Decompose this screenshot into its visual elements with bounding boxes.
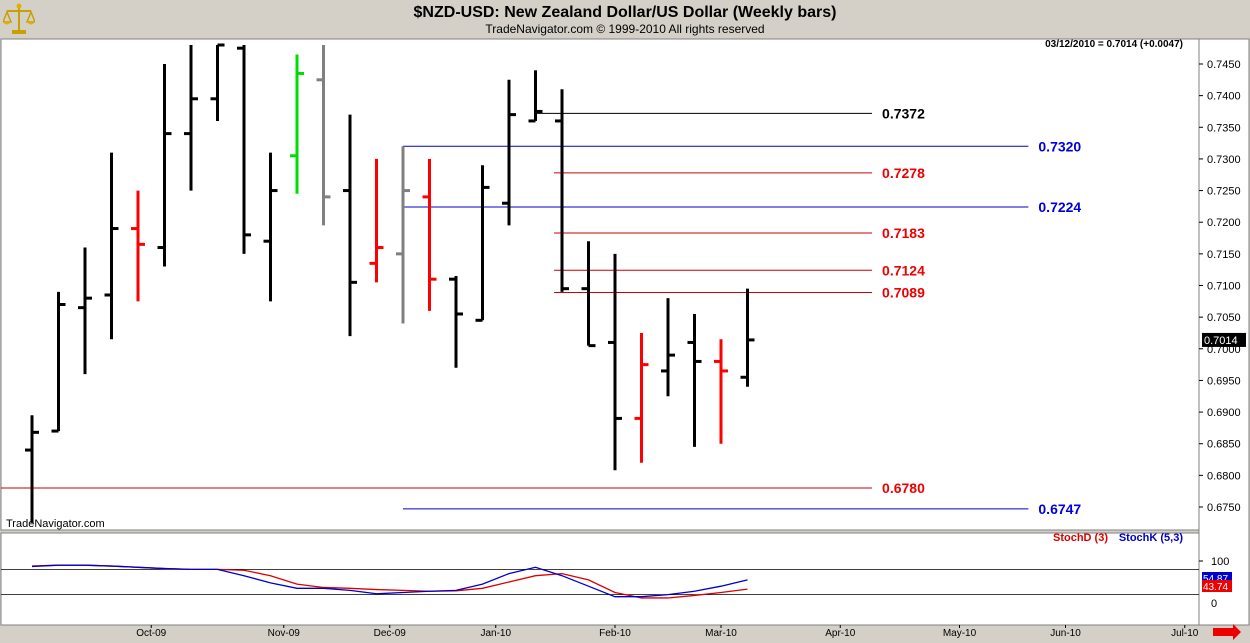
- level-label: 0.7320: [1038, 138, 1081, 154]
- ohlc-bar: [422, 158, 437, 311]
- level-label: 0.6747: [1038, 501, 1081, 517]
- level-label: 0.7372: [882, 105, 925, 121]
- x-tick-label: Mar-10: [705, 628, 737, 639]
- x-tick-label: Dec-09: [374, 628, 407, 639]
- stochk-value-label: 54.87: [1203, 574, 1228, 585]
- ohlc-bar: [104, 152, 119, 340]
- x-tick-label: Jul-10: [1171, 628, 1199, 639]
- ohlc-bar: [263, 152, 278, 302]
- ohlc-bar: [210, 43, 225, 121]
- ohlc-bar: [528, 70, 543, 123]
- ohlc-bar: [131, 190, 145, 302]
- oscillator-panel: [0, 532, 1200, 626]
- ohlc-bar: [475, 165, 490, 322]
- y-tick-label: 0.7350: [1207, 122, 1241, 134]
- level-label: 0.7124: [882, 262, 925, 278]
- ohlc-bar: [237, 45, 251, 254]
- y-tick-label: 0.7050: [1207, 312, 1241, 324]
- level-label: 0.6780: [882, 480, 925, 496]
- y-tick-label: 0.7450: [1207, 59, 1241, 71]
- ohlc-bar: [25, 415, 39, 523]
- ohlc-bar: [51, 291, 66, 433]
- stochd-value-label: 43.74: [1203, 582, 1228, 593]
- x-tick-label: Oct-09: [136, 628, 166, 639]
- ohlc-bar: [687, 313, 702, 447]
- x-tick-label: May-10: [943, 628, 977, 639]
- stochd-value-box: [1202, 580, 1232, 592]
- y-tick-label: 0.6750: [1207, 502, 1241, 514]
- ohlc-bar: [157, 63, 172, 267]
- ohlc-bar: [634, 332, 649, 463]
- ohlc-bar: [661, 298, 675, 397]
- last-price-label: 0.7014: [1204, 335, 1238, 347]
- ohlc-bar: [184, 45, 198, 191]
- legend-stochk: StochK (5,3): [1119, 532, 1184, 544]
- level-label: 0.7278: [882, 165, 925, 181]
- y-tick-label: 0.7200: [1207, 217, 1241, 229]
- ohlc-bar: [343, 114, 357, 337]
- x-tick-label: Feb-10: [599, 628, 631, 639]
- chart-subtitle: TradeNavigator.com © 1999-2010 All right…: [485, 22, 765, 36]
- y-tick-label: 0.6900: [1207, 407, 1241, 419]
- level-label: 0.7183: [882, 225, 925, 241]
- x-tick-label: Jan-10: [480, 628, 511, 639]
- ohlc-bar: [449, 276, 463, 368]
- osc-y-label: 100: [1211, 556, 1229, 568]
- osc-y-label: 0: [1211, 598, 1217, 610]
- y-axis-panel: [1198, 38, 1250, 626]
- y-tick-label: 0.6850: [1207, 439, 1241, 451]
- watermark-label: TradeNavigator.com: [6, 518, 105, 530]
- y-tick-label: 0.7100: [1207, 281, 1241, 293]
- level-label: 0.7224: [1038, 199, 1081, 215]
- ohlc-bar: [740, 288, 755, 387]
- level-label: 0.7089: [882, 284, 925, 300]
- ohlc-bar: [608, 253, 622, 471]
- ohlc-bar: [369, 158, 384, 283]
- price-panel: [0, 38, 1200, 531]
- ohlc-bar: [714, 339, 728, 444]
- last-price-box: [1202, 332, 1246, 347]
- y-tick-label: 0.7400: [1207, 91, 1241, 103]
- last-price-info: 03/12/2010 = 0.7014 (+0.0047): [1045, 39, 1183, 50]
- y-tick-label: 0.7250: [1207, 186, 1241, 198]
- scales-logo-icon: [3, 3, 35, 34]
- x-tick-label: Apr-10: [825, 628, 855, 639]
- ohlc-bar: [316, 45, 331, 226]
- x-tick-label: Nov-09: [268, 628, 301, 639]
- ohlc-bar: [502, 79, 516, 226]
- ohlc-bar: [396, 146, 410, 324]
- y-tick-label: 0.7150: [1207, 249, 1241, 261]
- osc-series-line: [31, 564, 748, 598]
- scroll-right-arrow-icon[interactable]: [1213, 624, 1241, 640]
- legend-stochd: StochD (3): [1053, 532, 1108, 544]
- chart-title: $NZD-USD: New Zealand Dollar/US Dollar (…: [413, 4, 837, 21]
- ohlc-bar: [78, 247, 92, 375]
- y-tick-label: 0.6800: [1207, 470, 1241, 482]
- y-tick-label: 0.7300: [1207, 154, 1241, 166]
- ohlc-bar: [555, 89, 569, 292]
- ohlc-bar: [290, 54, 304, 194]
- x-tick-label: Jun-10: [1050, 628, 1081, 639]
- y-tick-label: 0.6950: [1207, 375, 1241, 387]
- ohlc-bar: [581, 241, 596, 348]
- chart-header: $NZD-USD: New Zealand Dollar/US Dollar (…: [0, 0, 1250, 38]
